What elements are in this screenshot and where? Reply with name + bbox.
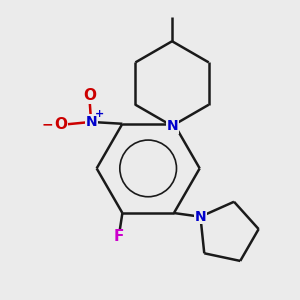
Text: N: N (166, 119, 178, 133)
Text: F: F (113, 230, 124, 244)
Text: +: + (94, 109, 104, 119)
Text: O: O (83, 88, 96, 103)
Text: N: N (85, 115, 97, 129)
Text: N: N (195, 210, 206, 224)
Text: −: − (41, 117, 53, 131)
Text: O: O (54, 117, 68, 132)
Text: N: N (195, 210, 206, 224)
